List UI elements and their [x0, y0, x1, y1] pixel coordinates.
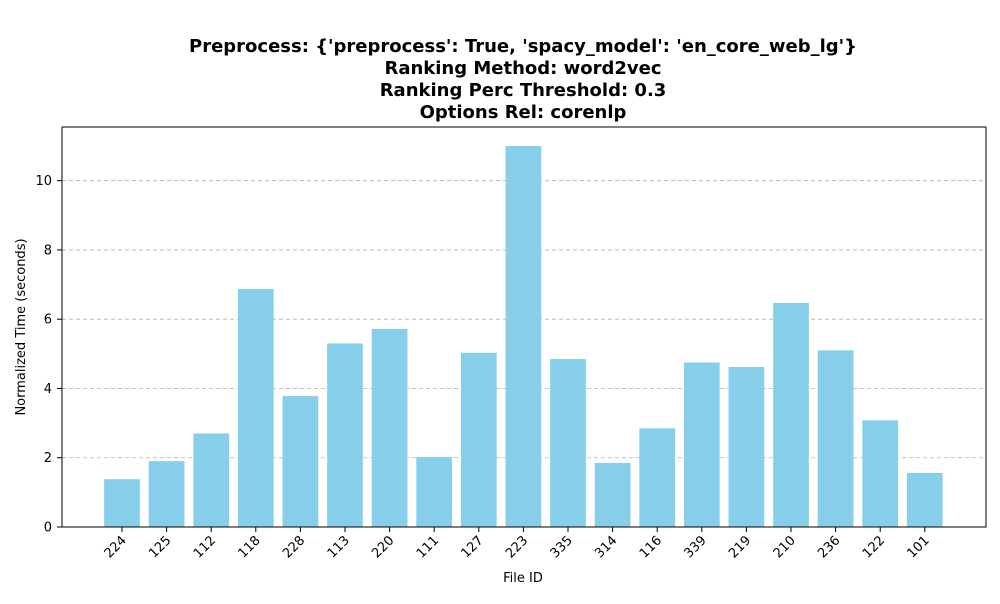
x-tick-label: 210 — [771, 533, 799, 561]
bars — [104, 146, 943, 528]
y-axis-label: Normalized Time (seconds) — [14, 238, 29, 415]
plot-frame — [61, 126, 987, 528]
x-tick-label: 101 — [904, 533, 932, 561]
bar-224 — [104, 479, 140, 527]
bar-116 — [639, 428, 676, 527]
y-tick-label: 2 — [44, 451, 52, 466]
x-tick-label: 314 — [592, 533, 620, 561]
bar-228 — [282, 396, 319, 527]
x-tick-label: 339 — [681, 533, 709, 561]
x-tick-label: 118 — [235, 533, 263, 561]
x-tick-label: 112 — [191, 533, 219, 561]
chart-title-line-1: Preprocess: {'preprocess': True, 'spacy_… — [189, 36, 857, 57]
bar-339 — [683, 362, 720, 527]
x-tick-label: 228 — [280, 533, 308, 561]
bar-219 — [728, 367, 765, 527]
bar-125 — [148, 461, 185, 527]
chart-title: Preprocess: {'preprocess': True, 'spacy_… — [189, 36, 857, 123]
x-tick-label: 223 — [503, 533, 531, 561]
bar-210 — [773, 302, 809, 527]
chart-title-line-3: Ranking Perc Threshold: 0.3 — [380, 80, 667, 101]
bar-101 — [906, 472, 943, 527]
x-axis-label: File ID — [503, 571, 543, 586]
x-tick-label: 127 — [458, 533, 486, 561]
x-tick-label: 125 — [146, 533, 174, 561]
y-tick-label: 10 — [35, 174, 52, 189]
y-tick-label: 6 — [44, 313, 52, 328]
x-tick-label: 224 — [102, 533, 130, 561]
bar-223 — [505, 146, 542, 528]
bar-236 — [817, 350, 854, 527]
bar-127 — [460, 352, 497, 527]
chart-title-line-2: Ranking Method: word2vec — [384, 58, 661, 79]
y-axis-ticks: 0 2 4 6 8 10 — [35, 174, 62, 536]
y-tick-label: 4 — [44, 382, 52, 397]
bar-122 — [862, 420, 899, 527]
x-tick-label: 122 — [860, 533, 888, 561]
bar-335 — [550, 359, 586, 527]
bar-314 — [594, 462, 631, 527]
bar-111 — [416, 457, 453, 527]
bar-113 — [327, 343, 363, 527]
x-tick-label: 335 — [548, 533, 576, 561]
x-tick-label: 219 — [726, 533, 754, 561]
x-tick-label: 111 — [414, 533, 442, 561]
x-tick-label: 220 — [369, 533, 397, 561]
bar-118 — [237, 289, 274, 527]
x-tick-label: 116 — [637, 533, 665, 561]
bar-220 — [371, 328, 408, 527]
x-tick-label: 236 — [815, 533, 843, 561]
y-tick-label: 8 — [44, 243, 52, 258]
bar-112 — [193, 433, 230, 527]
x-axis-ticks: 224 125 112 118 228 113 220 111 127 223 335 314 116 3… — [102, 527, 933, 561]
chart-title-line-4: Options Rel: corenlp — [420, 102, 627, 123]
x-tick-label: 113 — [325, 533, 353, 561]
y-tick-label: 0 — [44, 521, 52, 536]
